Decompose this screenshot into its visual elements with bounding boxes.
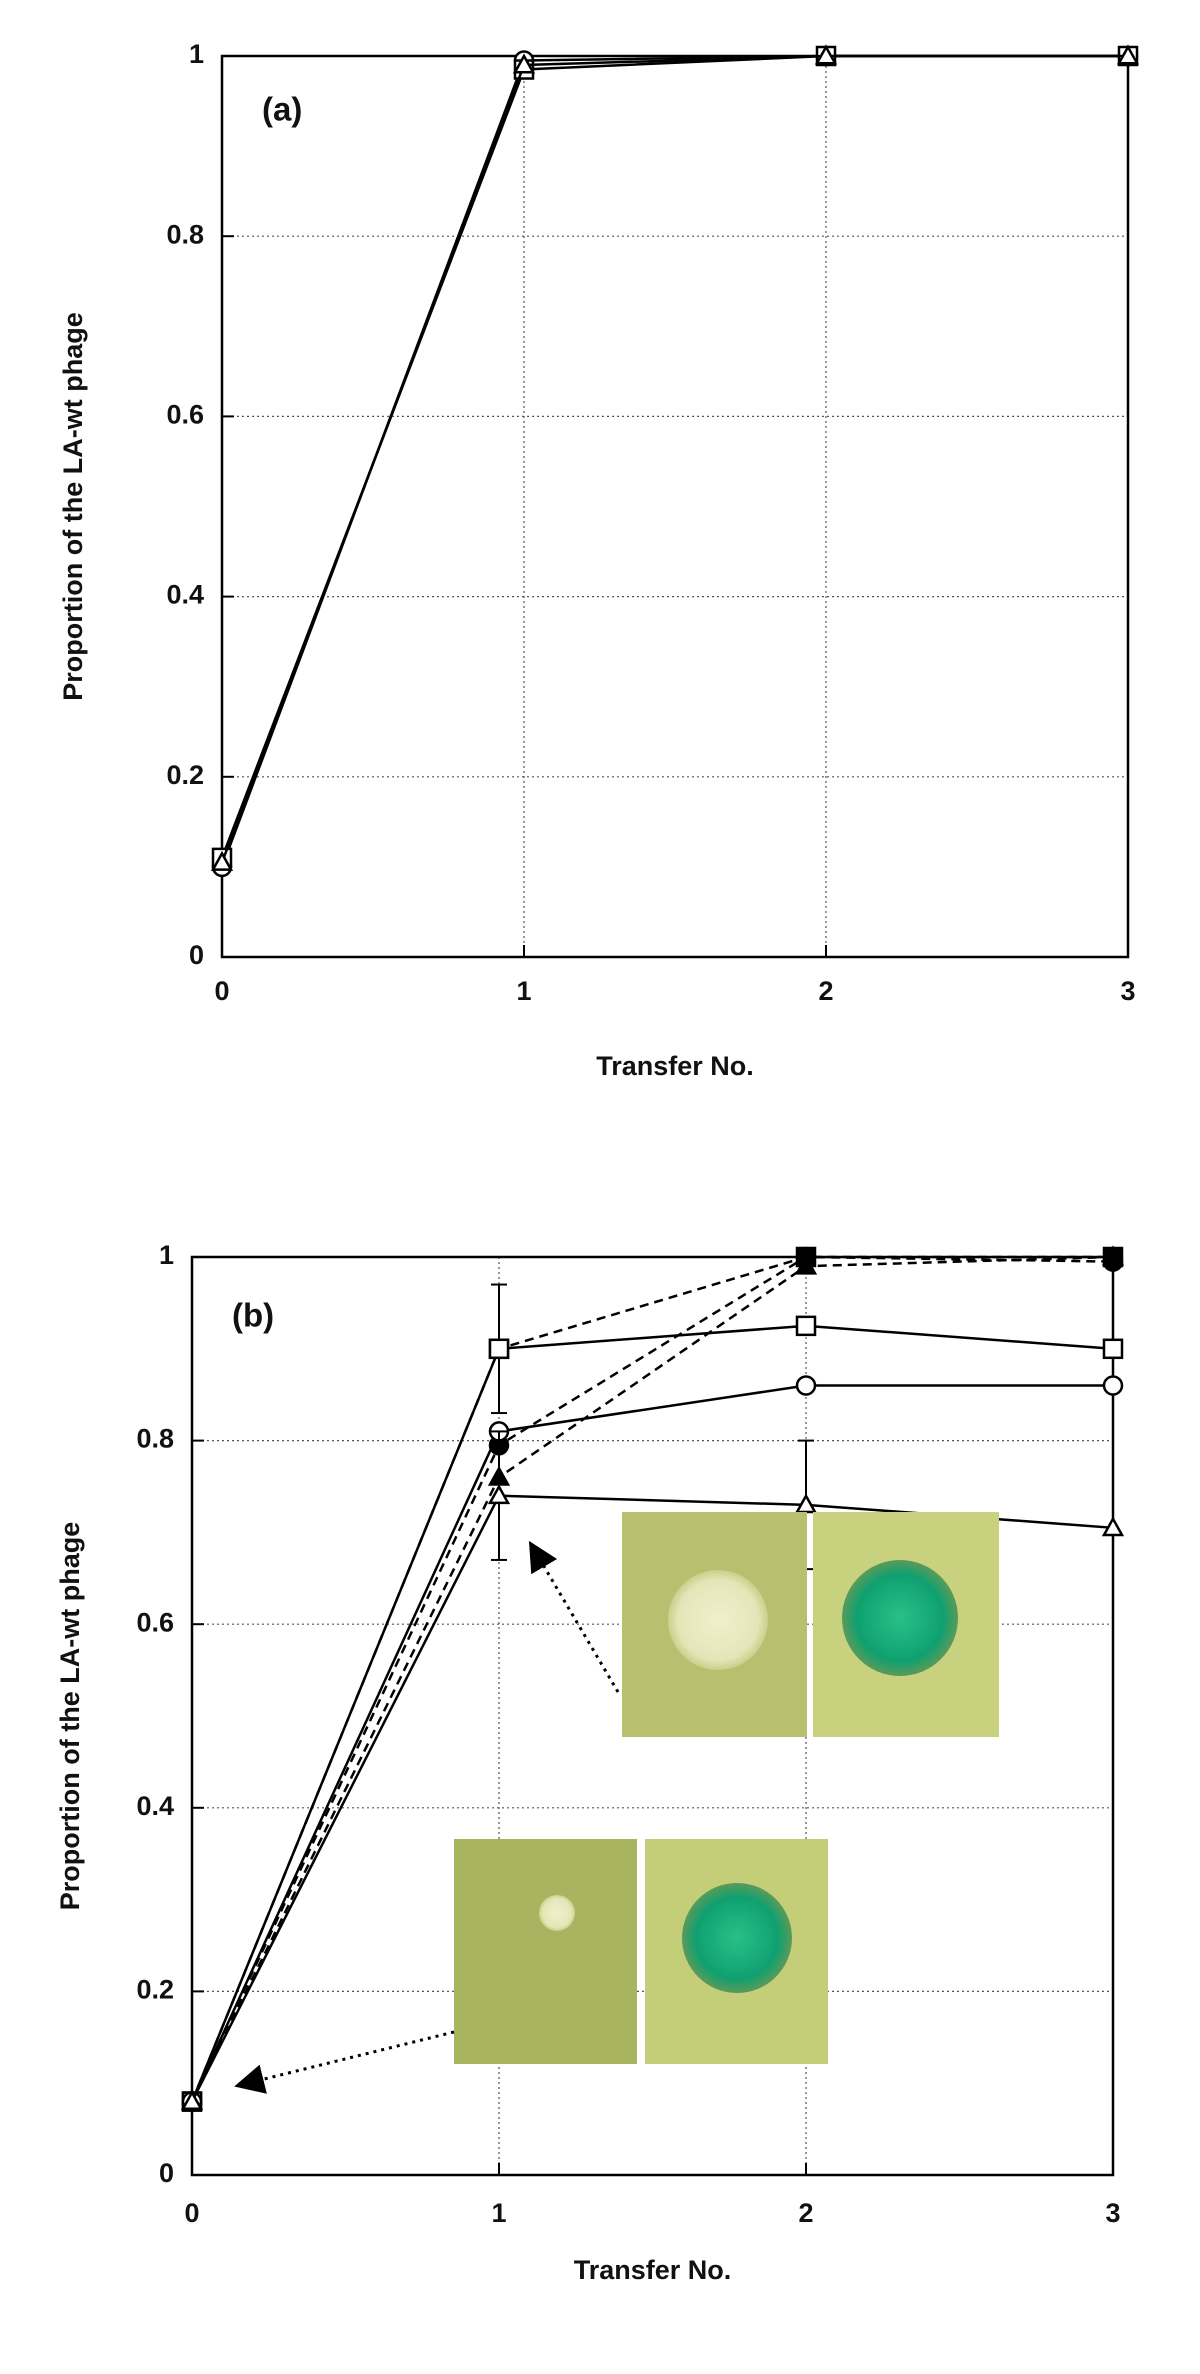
- plot-frame: [190, 1255, 1115, 2177]
- x-tick-label: 2: [818, 976, 833, 1006]
- plaque-photos: [234, 1512, 999, 2094]
- x-tick-label: 2: [798, 2198, 813, 2228]
- marker: [795, 1315, 817, 1337]
- marker: [1101, 1245, 1125, 1266]
- series-line: [190, 1324, 1114, 2103]
- y-tick-label: 0.4: [166, 580, 204, 610]
- series-line: [190, 1255, 1114, 2103]
- y-tick-label: 0.4: [136, 1791, 174, 1821]
- chart-panel: 0 0.2 0.4 0.6 0.8 1 0 1 2 3 Transfer No. Proportion…: [58, 39, 1140, 1081]
- marker: [814, 44, 838, 65]
- plaque: [539, 1895, 575, 1931]
- y-tick-label: 1: [159, 1240, 174, 1270]
- marker: [210, 850, 234, 871]
- y-tick-label: 0: [189, 940, 204, 970]
- marker: [1102, 1375, 1124, 1396]
- marker: [512, 53, 536, 74]
- marker: [1102, 1338, 1124, 1360]
- y-tick-label: 0.2: [166, 760, 204, 790]
- arrow: [234, 2030, 455, 2094]
- x-tick-label: 0: [184, 2198, 199, 2228]
- y-tick-label: 0.6: [166, 400, 204, 430]
- x-tick-label: 3: [1105, 2198, 1120, 2228]
- y-axis-label: Proportion of the LA-wt phage: [58, 312, 88, 700]
- series-line: [190, 1255, 1114, 2103]
- marker: [180, 2089, 204, 2111]
- plaque: [682, 1883, 792, 1993]
- y-tick-label: 0.6: [136, 1607, 174, 1637]
- x-axis-label: Transfer No.: [574, 2255, 732, 2285]
- x-axis-label: Transfer No.: [596, 1051, 754, 1081]
- arrow: [528, 1540, 620, 1693]
- x-tick-label: 1: [491, 2198, 506, 2228]
- series-line: [220, 54, 1128, 859]
- panel-label: (b): [232, 1297, 274, 1334]
- marker: [1101, 1516, 1125, 1537]
- marker: [795, 1375, 817, 1396]
- plot-frame: [220, 54, 1130, 959]
- chart-panel: 0 0.2 0.4 0.6 0.8 1 0 1 2 3 Transfer No. Proportion…: [55, 1240, 1125, 2285]
- series-line: [220, 54, 1128, 863]
- photo: [454, 1839, 637, 2064]
- y-axis-label: Proportion of the LA-wt phage: [55, 1522, 85, 1910]
- x-tick-label: 1: [516, 976, 531, 1006]
- panel-label: (a): [262, 91, 302, 128]
- y-tick-label: 0.8: [136, 1424, 174, 1454]
- x-tick-label: 3: [1120, 976, 1135, 1006]
- y-tick-label: 1: [189, 39, 204, 69]
- y-tick-label: 0.2: [136, 1975, 174, 2005]
- marker: [488, 1338, 510, 1360]
- marker: [1116, 44, 1140, 65]
- series-line: [220, 54, 1128, 868]
- x-tick-label: 0: [214, 976, 229, 1006]
- y-tick-label: 0: [159, 2158, 174, 2188]
- plaque: [668, 1570, 768, 1670]
- plaque: [842, 1560, 958, 1676]
- y-tick-label: 0.8: [166, 219, 204, 249]
- marker: [487, 1484, 511, 1505]
- series-line: [190, 1384, 1113, 2103]
- marker: [794, 1254, 818, 1275]
